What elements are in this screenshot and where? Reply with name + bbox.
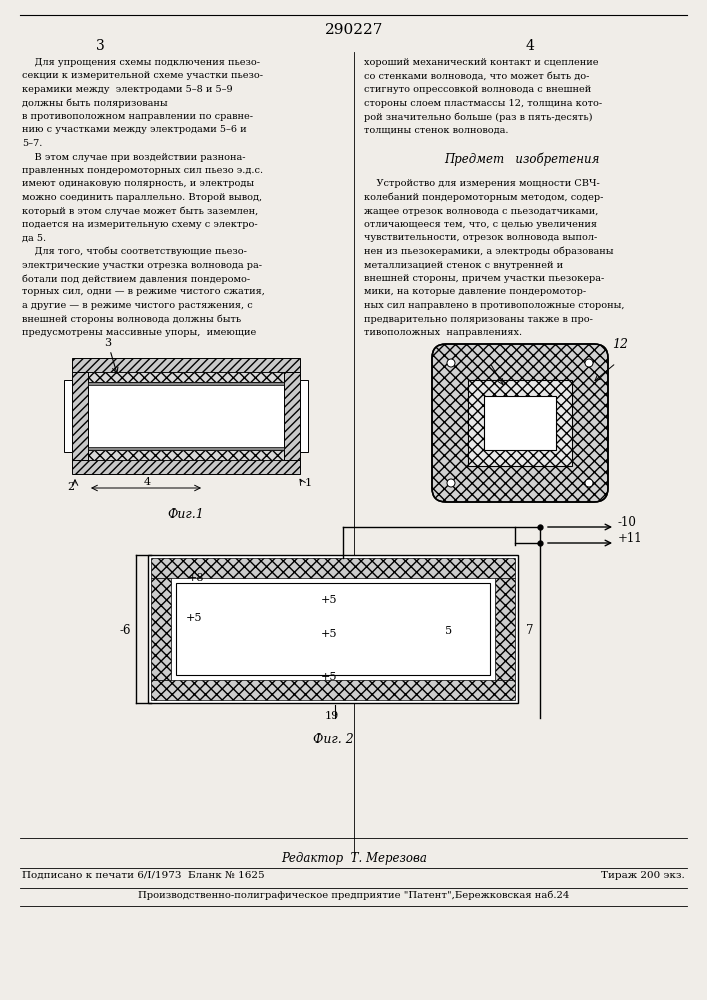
Text: колебаний пондеромоторным методом, содер-: колебаний пондеромоторным методом, содер… [364,193,603,202]
Bar [72,372,88,460]
Text: В этом случае при воздействии разнона-: В этом случае при воздействии разнона- [22,152,245,161]
Text: 19: 19 [325,711,339,721]
Bar [284,372,300,460]
Text: который в этом случае может быть заземлен,: который в этом случае может быть заземле… [22,207,258,216]
Text: 7: 7 [526,624,534,637]
Text: Фиг.1: Фиг.1 [168,508,204,521]
Text: +5: +5 [321,629,337,639]
Text: +5: +5 [186,613,202,623]
Text: внешней стороны волновода должны быть: внешней стороны волновода должны быть [22,314,241,324]
Bar [88,382,284,450]
Text: стороны слоем пластмассы 12, толщина кото-: стороны слоем пластмассы 12, толщина кот… [364,99,602,107]
Text: +5: +5 [321,672,337,682]
Text: ботали под действием давления пондеромо-: ботали под действием давления пондеромо- [22,274,250,284]
Text: электрические участки отрезка волновода ра-: электрические участки отрезка волновода … [22,260,262,269]
Text: 5–7.: 5–7. [22,139,42,148]
FancyBboxPatch shape [432,344,608,502]
Bar [176,583,490,675]
Text: предусмотрены массивные упоры,  имеющие: предусмотрены массивные упоры, имеющие [22,328,256,337]
Text: Фиг. 2: Фиг. 2 [312,733,354,746]
Text: жащее отрезок волновода с пьезодатчиками,: жащее отрезок волновода с пьезодатчиками… [364,207,598,216]
Text: -10: -10 [618,516,637,530]
Text: 290227: 290227 [325,23,383,37]
Text: подается на измерительную схему с электро-: подается на измерительную схему с электр… [22,220,257,229]
Bar [148,555,518,703]
Text: тивоположных  направлениях.: тивоположных направлениях. [364,328,522,337]
Text: -6: -6 [120,624,132,637]
Text: 5: 5 [445,626,452,636]
Text: мики, на которые давление пондеромотор-: мики, на которые давление пондеромотор- [364,288,586,296]
Text: 4: 4 [144,477,151,487]
Text: 1: 1 [305,478,312,488]
Text: +8: +8 [188,573,204,583]
Bar [88,450,284,460]
Text: +11: +11 [618,532,643,546]
Text: Подписано к печати 6/I/1973  Бланк № 1625: Подписано к печати 6/I/1973 Бланк № 1625 [22,871,264,880]
Text: да 5.: да 5. [22,233,46,242]
Text: секции к измерительной схеме участки пьезо-: секции к измерительной схеме участки пье… [22,72,263,81]
Circle shape [447,479,455,487]
Text: со стенками волновода, что может быть до-: со стенками волновода, что может быть до… [364,72,590,81]
Text: ных сил направлено в противоположные стороны,: ных сил направлено в противоположные сто… [364,301,624,310]
Text: предварительно поляризованы также в про-: предварительно поляризованы также в про- [364,314,593,324]
Bar [300,380,308,452]
Bar [151,680,515,700]
Text: можно соединить параллельно. Второй вывод,: можно соединить параллельно. Второй выво… [22,193,262,202]
Text: стигнуто опрессовкой волновода с внешней: стигнуто опрессовкой волновода с внешней [364,85,591,94]
Text: керамики между  электродами 5–8 и 5–9: керамики между электродами 5–8 и 5–9 [22,85,233,94]
Bar [72,358,300,372]
Text: 3: 3 [95,39,105,53]
Text: чувствительности, отрезок волновода выпол-: чувствительности, отрезок волновода выпо… [364,233,597,242]
Text: имеют одинаковую полярность, и электроды: имеют одинаковую полярность, и электроды [22,180,254,188]
Text: 2: 2 [67,482,74,492]
Text: +5: +5 [321,595,337,605]
Text: должны быть поляризованы: должны быть поляризованы [22,99,168,108]
Text: 4: 4 [525,39,534,53]
Bar [495,578,515,680]
Bar [88,382,284,385]
Text: нию с участками между электродами 5–6 и: нию с участками между электродами 5–6 и [22,125,247,134]
Bar [64,380,72,452]
Text: рой значительно больше (раз в пять-десять): рой значительно больше (раз в пять-десят… [364,112,592,121]
Circle shape [585,479,593,487]
Text: Предмет   изобретения: Предмет изобретения [444,152,600,166]
Text: правленных пондеромоторных сил пьезо э.д.с.: правленных пондеромоторных сил пьезо э.д… [22,166,263,175]
Text: Устройство для измерения мощности СВЧ-: Устройство для измерения мощности СВЧ- [364,180,600,188]
Bar [468,380,572,466]
Text: Производственно-полиграфическое предприятие "Патент",Бережковская наб.24: Производственно-полиграфическое предприя… [139,891,570,900]
Circle shape [585,359,593,367]
Text: толщины стенок волновода.: толщины стенок волновода. [364,125,508,134]
Bar [151,558,515,578]
Text: торных сил, одни — в режиме чистого сжатия,: торных сил, одни — в режиме чистого сжат… [22,288,265,296]
Text: Тираж 200 экз.: Тираж 200 экз. [601,871,685,880]
Text: отличающееся тем, что, с целью увеличения: отличающееся тем, что, с целью увеличени… [364,220,597,229]
Text: 3: 3 [104,338,111,348]
Circle shape [447,359,455,367]
Bar [151,578,171,680]
Text: в противоположном направлении по сравне-: в противоположном направлении по сравне- [22,112,253,121]
Text: Для того, чтобы соответствующие пьезо-: Для того, чтобы соответствующие пьезо- [22,247,247,256]
Bar [88,447,284,450]
Text: нен из пьезокерамики, а электроды образованы: нен из пьезокерамики, а электроды образо… [364,247,614,256]
Text: металлизацией стенок с внутренней и: металлизацией стенок с внутренней и [364,260,563,269]
Bar [484,396,556,450]
Bar [88,372,284,382]
Text: Редактор  Т. Мерезова: Редактор Т. Мерезова [281,852,427,865]
Text: хороший механический контакт и сцепление: хороший механический контакт и сцепление [364,58,599,67]
Text: а другие — в режиме чистого растяжения, с: а другие — в режиме чистого растяжения, … [22,301,252,310]
Bar [72,460,300,474]
Text: 12: 12 [612,338,628,351]
Text: внешней стороны, причем участки пьезокера-: внешней стороны, причем участки пьезокер… [364,274,604,283]
Text: Для упрощения схемы подключения пьезо-: Для упрощения схемы подключения пьезо- [22,58,260,67]
